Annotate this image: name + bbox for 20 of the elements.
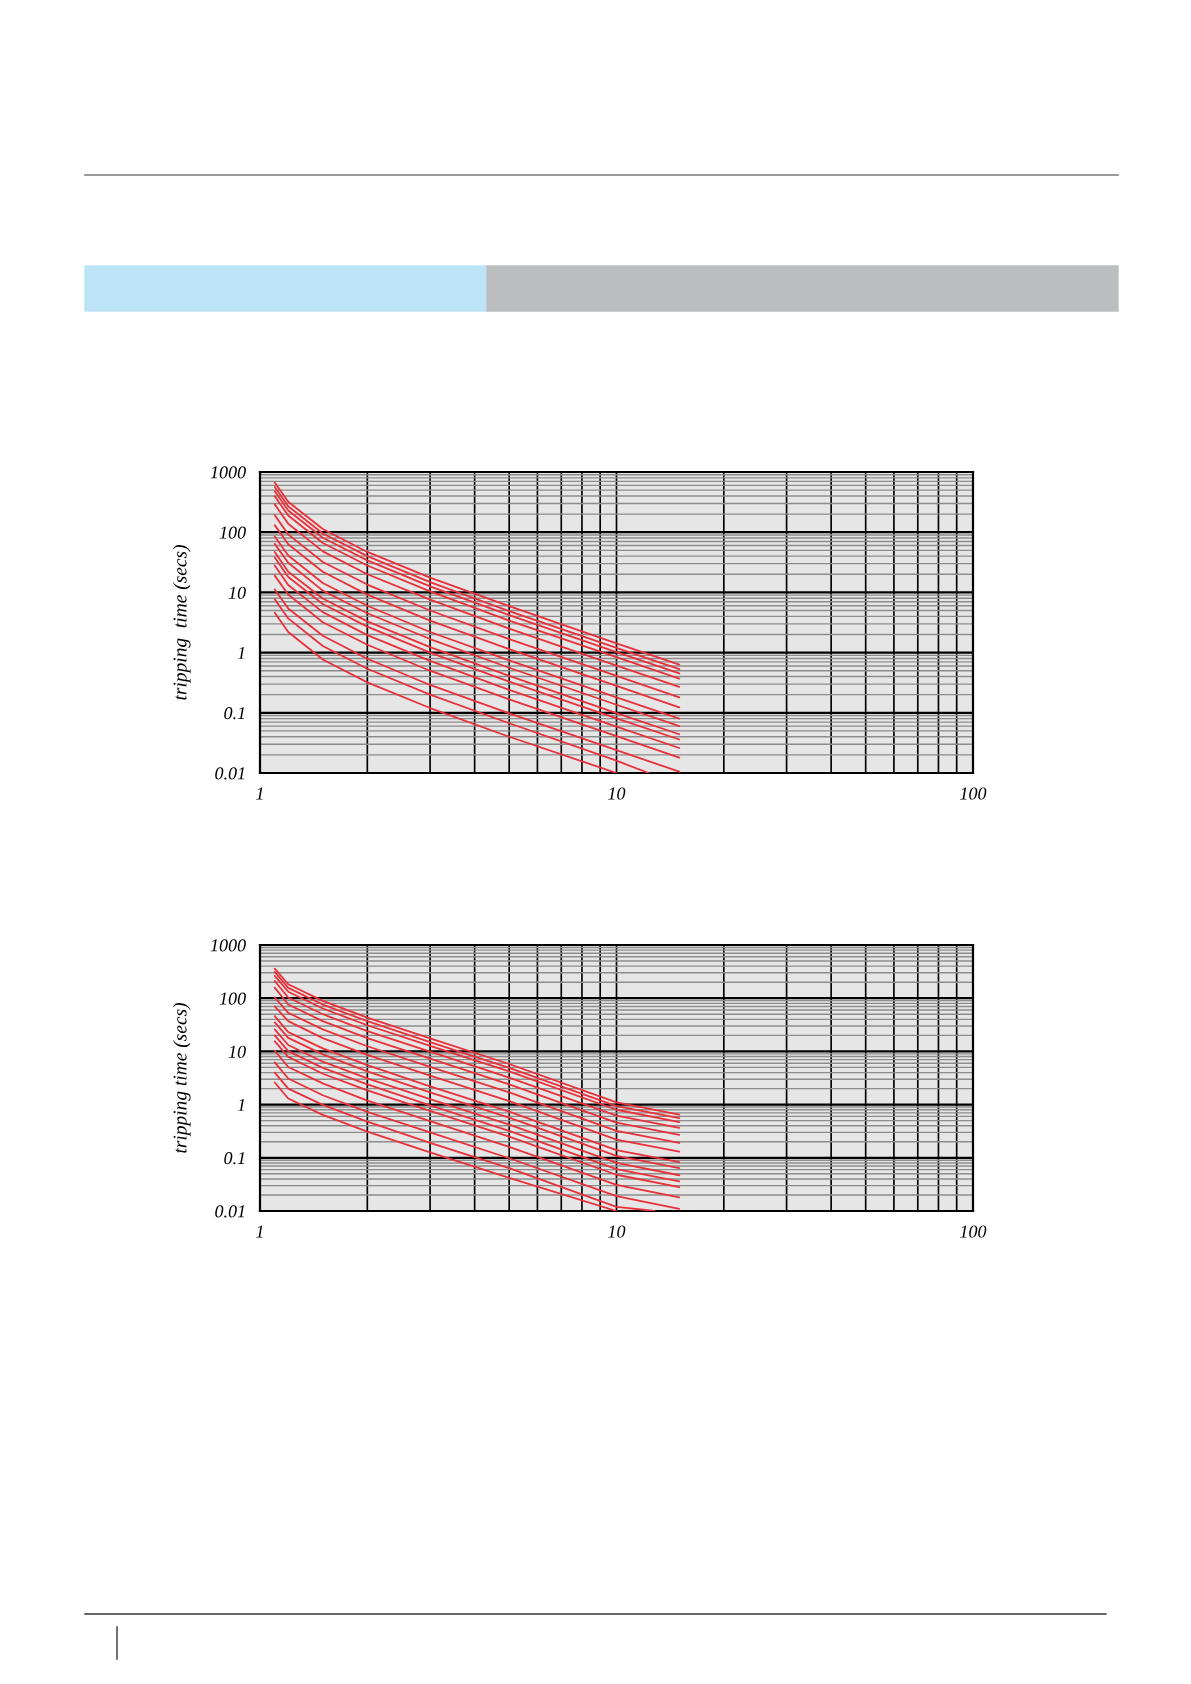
y-tick-label: 0.1 <box>224 707 245 720</box>
y-tick-label: 1 <box>237 646 245 659</box>
y-tick-label: 10 <box>228 1045 246 1058</box>
x-tick-label: 1 <box>256 787 263 800</box>
y-tick-label: 0.1 <box>224 1152 245 1165</box>
y-tick-label: 1000 <box>210 466 246 479</box>
y-axis-title: tripping time (secs) <box>172 1003 191 1153</box>
y-axis-title: tripping time (secs) <box>172 545 191 700</box>
x-tick-label: 100 <box>960 787 987 800</box>
x-tick-label: 1 <box>256 1225 263 1238</box>
y-tick-label: 100 <box>219 526 246 539</box>
y-tick-label: 0.01 <box>215 1205 245 1218</box>
y-tick-label: 10 <box>228 586 246 599</box>
y-tick-label: 1 <box>237 1098 245 1111</box>
y-tick-label: 0.01 <box>215 767 245 780</box>
x-tick-label: 10 <box>608 787 626 800</box>
y-tick-label: 100 <box>219 992 246 1005</box>
y-tick-label: 1000 <box>210 939 246 952</box>
x-tick-label: 100 <box>960 1225 987 1238</box>
x-tick-label: 10 <box>608 1225 626 1238</box>
